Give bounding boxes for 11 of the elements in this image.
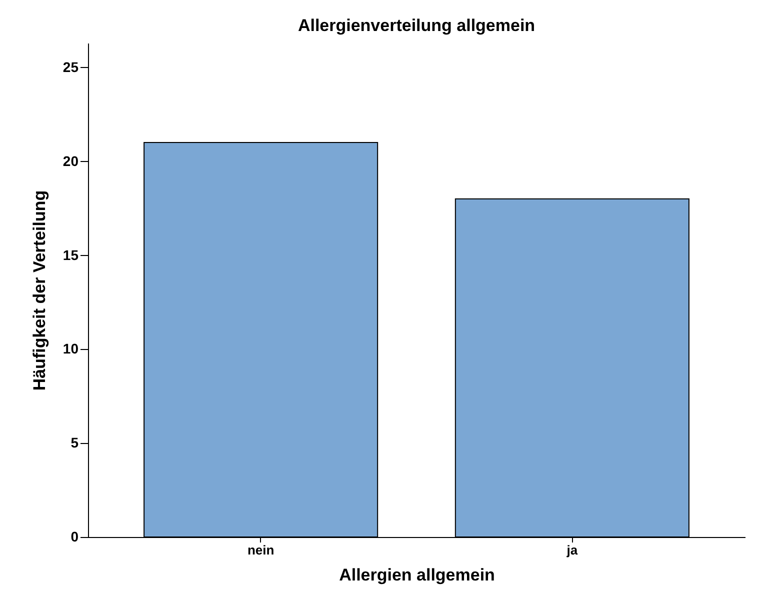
y-tick-label: 15 <box>62 246 79 263</box>
y-tick-label: 0 <box>70 528 79 544</box>
y-tick-label: 5 <box>70 434 79 451</box>
chart-title: Allergienverteilung allgemein <box>298 16 536 35</box>
y-tick-label: 20 <box>62 152 79 169</box>
x-tick-label: ja <box>566 542 578 558</box>
y-tick-label: 25 <box>62 58 79 75</box>
y-tick-label: 10 <box>62 340 79 357</box>
x-axis-title: Allergien allgemein <box>339 566 495 584</box>
x-tick-label: nein <box>247 542 274 558</box>
y-axis-title: Häufigkeit der Verteilung <box>30 190 49 391</box>
